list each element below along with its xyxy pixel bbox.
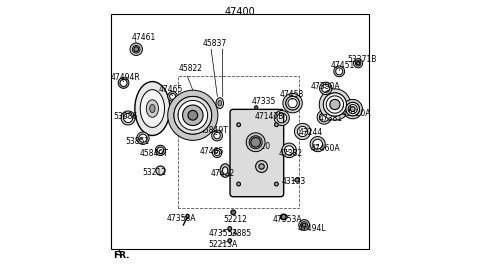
Circle shape — [330, 99, 340, 109]
Circle shape — [256, 161, 267, 172]
Wedge shape — [286, 96, 300, 110]
Text: 52213A: 52213A — [208, 240, 238, 249]
Circle shape — [357, 62, 360, 65]
Wedge shape — [343, 99, 362, 119]
Ellipse shape — [140, 90, 165, 127]
Text: 53212: 53212 — [143, 168, 167, 177]
Text: 47358A: 47358A — [167, 214, 196, 223]
Circle shape — [237, 123, 240, 127]
Text: 47244: 47244 — [299, 128, 323, 137]
Text: 47382: 47382 — [278, 149, 303, 158]
FancyBboxPatch shape — [230, 109, 284, 197]
Wedge shape — [353, 59, 363, 68]
Text: 47465: 47465 — [159, 85, 183, 94]
Text: 47147B: 47147B — [255, 112, 285, 121]
Wedge shape — [168, 92, 178, 101]
Text: 47494R: 47494R — [110, 73, 140, 82]
Ellipse shape — [135, 82, 170, 136]
Ellipse shape — [186, 214, 189, 218]
Wedge shape — [294, 123, 311, 140]
Text: 53086: 53086 — [113, 112, 138, 121]
Wedge shape — [320, 82, 332, 95]
Ellipse shape — [150, 105, 155, 112]
Circle shape — [251, 137, 261, 147]
Wedge shape — [334, 66, 345, 77]
Text: 43020A: 43020A — [342, 109, 372, 118]
Wedge shape — [118, 78, 129, 88]
Wedge shape — [283, 93, 302, 113]
Text: 47458: 47458 — [280, 90, 304, 99]
Circle shape — [295, 178, 300, 182]
Ellipse shape — [146, 100, 158, 117]
Circle shape — [275, 182, 278, 186]
Wedge shape — [246, 133, 265, 152]
Text: 47353A: 47353A — [273, 215, 302, 224]
Wedge shape — [156, 145, 166, 156]
Circle shape — [247, 134, 264, 151]
Wedge shape — [174, 96, 212, 134]
Wedge shape — [274, 110, 289, 125]
Text: 47381: 47381 — [319, 114, 343, 123]
Text: FR.: FR. — [113, 250, 130, 260]
Wedge shape — [168, 90, 218, 140]
FancyBboxPatch shape — [110, 14, 370, 249]
Text: 53371B: 53371B — [348, 55, 377, 64]
Circle shape — [228, 227, 232, 230]
Circle shape — [237, 182, 240, 186]
Circle shape — [259, 164, 264, 169]
Text: 45822: 45822 — [179, 64, 203, 73]
Text: 45849T: 45849T — [140, 149, 168, 158]
Text: 47400: 47400 — [225, 7, 255, 17]
Ellipse shape — [218, 101, 222, 106]
Text: 47494L: 47494L — [297, 224, 326, 233]
Text: 47460A: 47460A — [311, 144, 340, 153]
Ellipse shape — [280, 214, 287, 220]
Wedge shape — [319, 89, 350, 120]
Text: 53851: 53851 — [125, 137, 150, 146]
Circle shape — [254, 106, 258, 109]
Text: 47461: 47461 — [132, 33, 156, 41]
Text: 47465: 47465 — [200, 147, 225, 156]
Wedge shape — [299, 220, 310, 230]
Circle shape — [134, 47, 139, 52]
Text: 51310: 51310 — [246, 142, 271, 151]
Wedge shape — [317, 110, 331, 124]
Ellipse shape — [222, 167, 228, 174]
Text: 47355A: 47355A — [208, 229, 238, 238]
Text: 45849T: 45849T — [200, 126, 229, 135]
Circle shape — [275, 123, 278, 127]
Text: 45837: 45837 — [203, 39, 227, 48]
Wedge shape — [310, 137, 325, 152]
Ellipse shape — [216, 98, 224, 109]
Wedge shape — [324, 93, 347, 116]
Circle shape — [281, 214, 286, 219]
Wedge shape — [213, 149, 222, 158]
Wedge shape — [282, 143, 296, 158]
Text: 43193: 43193 — [282, 178, 306, 186]
Text: 47335: 47335 — [252, 97, 276, 106]
Ellipse shape — [220, 164, 230, 177]
Text: 47452: 47452 — [211, 169, 235, 178]
Wedge shape — [346, 102, 360, 116]
Circle shape — [156, 166, 165, 175]
Circle shape — [228, 239, 232, 243]
Wedge shape — [212, 130, 222, 141]
Wedge shape — [130, 43, 143, 56]
Text: 47390A: 47390A — [311, 82, 340, 91]
Circle shape — [182, 105, 203, 125]
Wedge shape — [121, 111, 135, 125]
Circle shape — [188, 110, 198, 120]
Circle shape — [350, 107, 355, 111]
Wedge shape — [137, 132, 149, 144]
Text: 53885: 53885 — [227, 229, 251, 238]
Circle shape — [231, 210, 236, 215]
Text: 47451: 47451 — [331, 62, 355, 70]
Text: 52212: 52212 — [223, 215, 247, 224]
Circle shape — [302, 223, 306, 227]
